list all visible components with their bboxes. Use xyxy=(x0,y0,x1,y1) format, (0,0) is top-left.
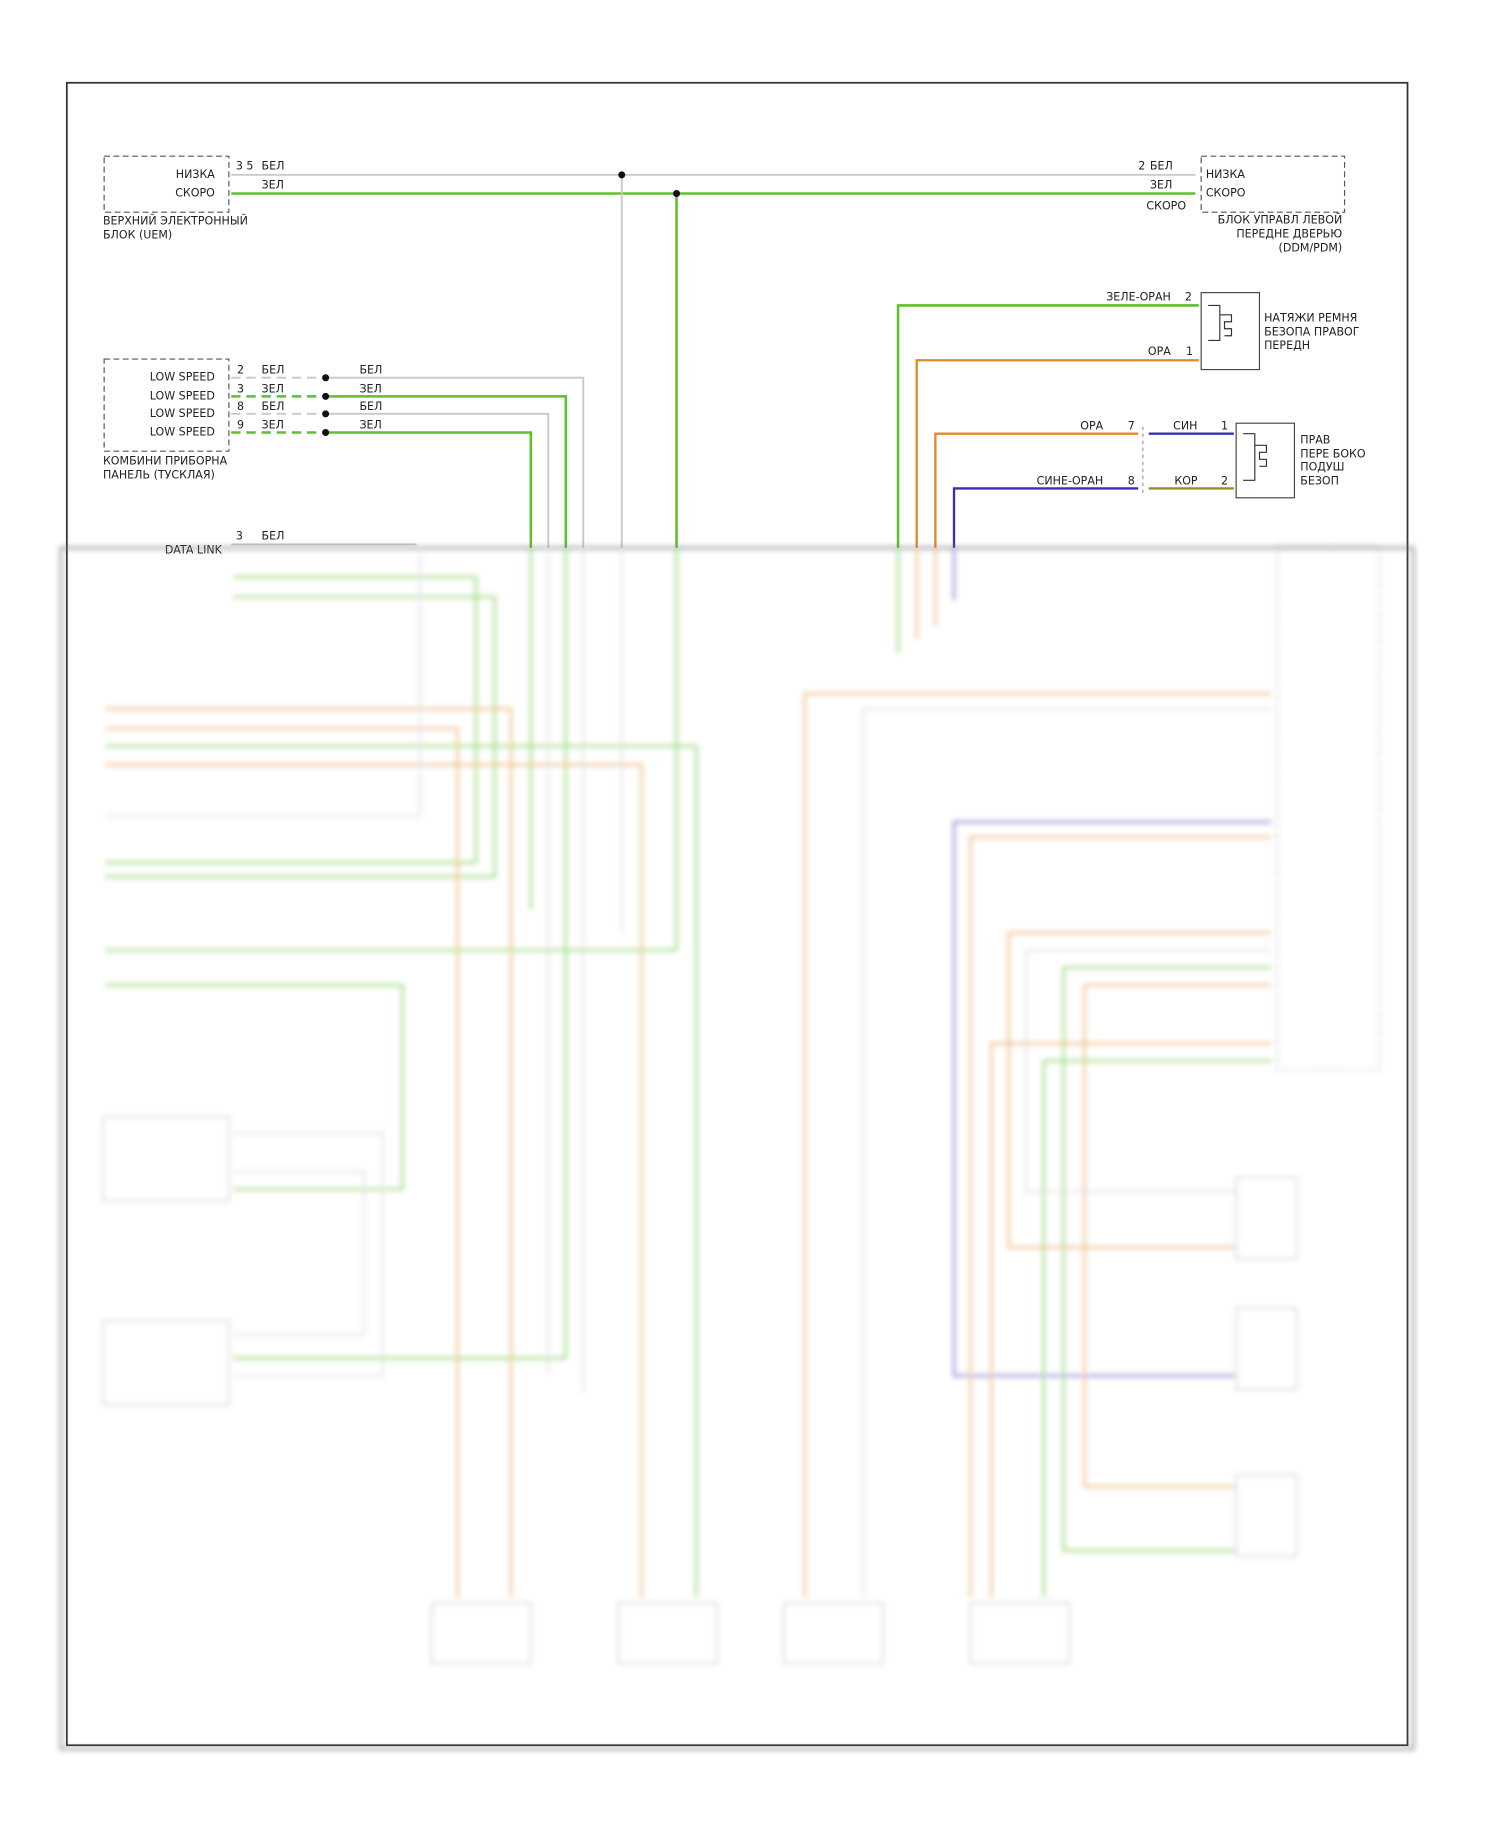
module-label: БЕЗОПА ПРАВОГ xyxy=(1264,325,1360,338)
module-label: ПОДУШ xyxy=(1300,460,1344,473)
wire-label: БЕЛ xyxy=(262,529,285,542)
wire-label: БЕЛ xyxy=(262,400,285,413)
module-label: ПЕРЕДН xyxy=(1264,339,1310,352)
wire-label: БЕЛ xyxy=(1150,160,1173,173)
uem-module: НИЗКА СКОРО 3 5 БЕЛ ЗЕЛ ВЕРХНИЙ ЭЛЕКТРОН… xyxy=(103,155,285,241)
pin-name: НИЗКА xyxy=(176,168,216,181)
pin-name: LOW SPEED xyxy=(150,389,215,402)
module-label: ПАНЕЛЬ (ТУСКЛАЯ) xyxy=(103,469,215,482)
belt-tensioner: ЗЕЛЕ-ОРАН 2 ОРА 1 НАТЯЖИ РЕМНЯ БЕЗОПА ПР… xyxy=(896,290,1360,548)
wire-label: СИН xyxy=(1173,420,1197,433)
wire-label: ОРА xyxy=(1080,420,1103,433)
module-label: БЛОК УПРАВЛ ЛЕВОЙ xyxy=(1218,213,1343,226)
pin-number: 2 xyxy=(1138,160,1145,173)
pin-number: 1 xyxy=(1186,345,1193,358)
module-label: БЛОК (UEM) xyxy=(103,228,172,241)
ddm-module: НИЗКА СКОРО 2 БЕЛ ЗЕЛ СКОРО БЛОК УПРАВЛ … xyxy=(1138,155,1346,254)
module-label: ПЕРЕДНЕ ДВЕРЬЮ xyxy=(1236,227,1342,240)
wire-label: ЗЕЛЕ-ОРАН xyxy=(1106,290,1171,303)
module-label: НАТЯЖИ РЕМНЯ xyxy=(1264,311,1357,324)
wire-label: БЕЛ xyxy=(262,160,285,173)
pin-name: СКОРО xyxy=(1146,199,1186,212)
pin-number: 3 xyxy=(237,382,244,395)
module-label: ПРАВ xyxy=(1300,434,1330,447)
side-airbag: ОРА 7 СИН 1 СИНЕ-ОРАН 8 КОР 2 ПРАВ ПЕРЕ … xyxy=(934,420,1366,548)
wire-label: ЗЕЛ xyxy=(262,419,284,432)
module-label: (DDM/PDM) xyxy=(1279,241,1343,254)
can-bus xyxy=(231,171,1196,548)
data-link: 3 БЕЛ DATA LINK xyxy=(165,529,417,556)
wire-label: ЗЕЛ xyxy=(262,178,284,191)
wire-label: ОРА xyxy=(1148,345,1171,358)
module-label: КОМБИНИ ПРИБОРНА xyxy=(103,455,228,468)
pin-name: LOW SPEED xyxy=(150,407,215,420)
pin-number: 2 xyxy=(1221,474,1228,487)
wire-label: ЗЕЛ xyxy=(359,382,381,395)
module-label: ВЕРХНИЙ ЭЛЕКТРОННЫЙ xyxy=(103,215,248,228)
pin-number: 3 5 xyxy=(236,160,254,173)
blurred-section xyxy=(59,545,1416,1751)
wire-label: КОР xyxy=(1174,474,1198,487)
pin-number: 7 xyxy=(1128,420,1135,433)
pin-name: LOW SPEED xyxy=(150,371,215,384)
module-label: БЕЗОП xyxy=(1300,474,1339,487)
wire-label: БЕЛ xyxy=(359,400,382,413)
wire-label: ЗЕЛ xyxy=(1150,178,1172,191)
wire-label: СИНЕ-ОРАН xyxy=(1037,474,1104,487)
pin-number: 1 xyxy=(1221,420,1228,433)
pin-number: 3 xyxy=(236,529,243,542)
pin-name: СКОРО xyxy=(175,187,215,200)
pin-name: LOW SPEED xyxy=(150,426,215,439)
pin-name: DATA LINK xyxy=(165,543,223,556)
wire-label: ЗЕЛ xyxy=(262,382,284,395)
instrument-cluster: LOW SPEED LOW SPEED LOW SPEED LOW SPEED … xyxy=(103,358,585,548)
module-label: ПЕРЕ БОКО xyxy=(1300,448,1366,461)
wire-label: ЗЕЛ xyxy=(359,419,381,432)
pin-number: 8 xyxy=(237,400,244,413)
wire-label: БЕЛ xyxy=(262,364,285,377)
pin-number: 9 xyxy=(237,419,244,432)
pin-name: СКОРО xyxy=(1206,187,1246,200)
frame xyxy=(65,81,1409,1747)
pin-number: 8 xyxy=(1128,474,1135,487)
pin-number: 2 xyxy=(237,364,244,377)
pin-name: НИЗКА xyxy=(1206,168,1246,181)
wire-label: БЕЛ xyxy=(359,364,382,377)
pin-number: 2 xyxy=(1185,290,1192,303)
